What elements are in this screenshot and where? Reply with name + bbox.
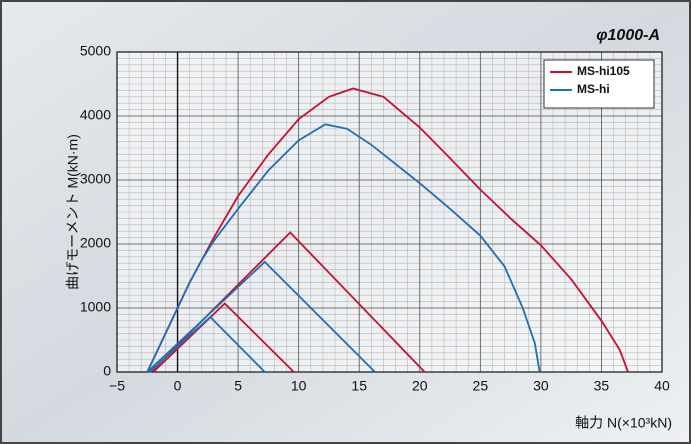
- curve: [149, 315, 266, 373]
- marks: [146, 87, 629, 373]
- y-tick-label: 3000: [80, 171, 111, 187]
- x-axis-label: 軸力 N(×10³kN): [575, 415, 672, 431]
- x-tick-label: −5: [109, 378, 125, 394]
- curve: [146, 123, 541, 373]
- y-tick-label: 2000: [80, 235, 111, 251]
- x-tick-label: 40: [654, 378, 670, 394]
- plot-border: [116, 51, 663, 373]
- x-tick-label: 25: [473, 378, 489, 394]
- labels: −5 0 5 10 15 20 25 30 35 40010002000300040005000M…: [80, 43, 670, 394]
- x-tick-label: 15: [351, 378, 367, 394]
- y-tick-label: 1000: [80, 299, 111, 315]
- grid: [116, 51, 663, 373]
- curve: [146, 260, 376, 373]
- y-axis-label: 曲げモーメント M(kN·m): [65, 134, 81, 290]
- x-tick-label: 5: [234, 378, 242, 394]
- y-tick-label: 4000: [80, 107, 111, 123]
- x-tick-label: 35: [594, 378, 610, 394]
- legend-box: [543, 59, 655, 109]
- x-tick-label: 10: [291, 378, 307, 394]
- legend-label: MS-hi105: [577, 64, 630, 78]
- x-tick-label: 20: [412, 378, 428, 394]
- x-tick-label: 30: [533, 378, 549, 394]
- legend-label: MS-hi: [577, 82, 610, 96]
- y-tick-label: 0: [103, 363, 111, 379]
- curve: [152, 302, 295, 373]
- x-tick-label: 0: [174, 378, 182, 394]
- chart-title: φ1000-A: [596, 27, 660, 44]
- y-tick-label: 5000: [80, 43, 111, 59]
